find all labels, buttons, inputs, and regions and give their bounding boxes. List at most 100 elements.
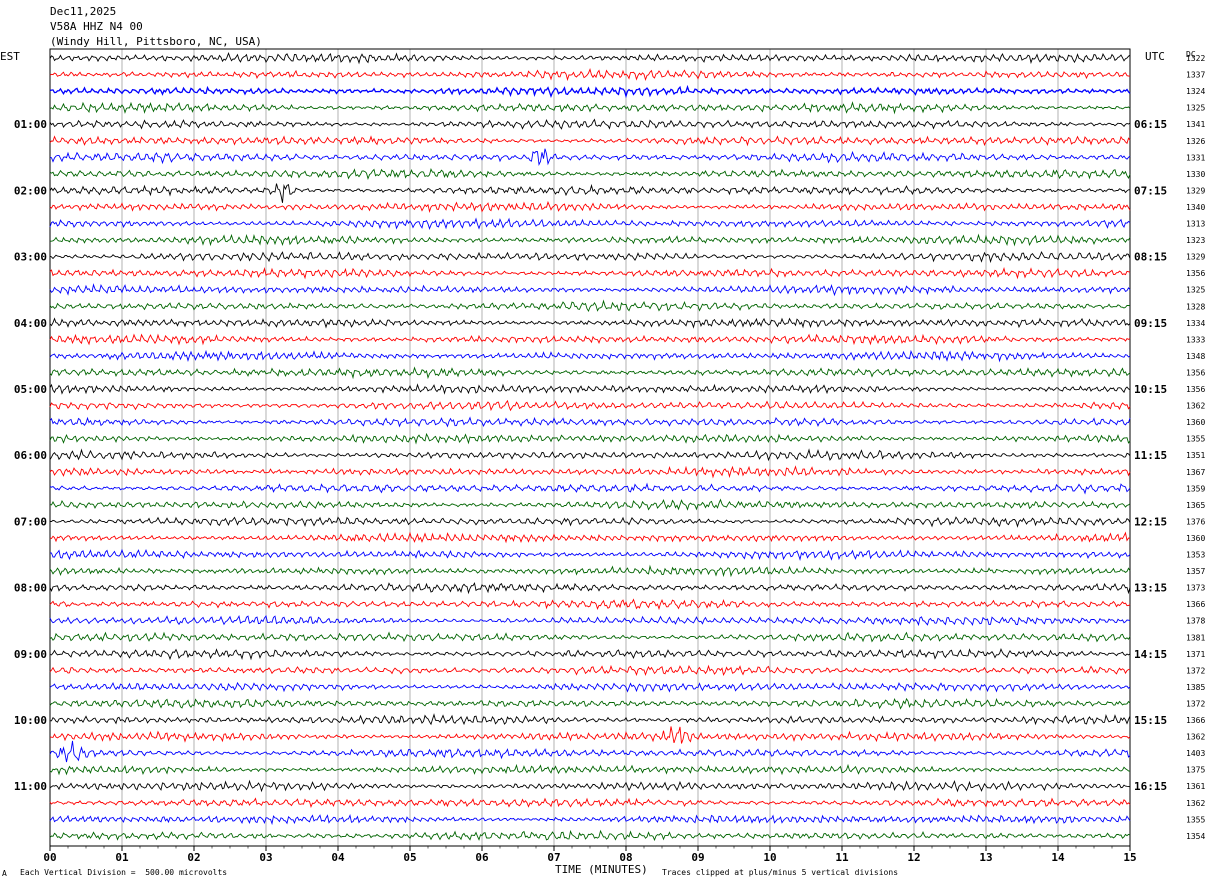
left-hour-label: 04:00 — [14, 317, 47, 330]
seismic-trace — [49, 366, 1131, 380]
left-hour-label: 05:00 — [14, 383, 47, 396]
dc-offset-label: 1373 — [1186, 584, 1205, 593]
dc-offset-label: 1362 — [1186, 799, 1205, 808]
seismic-trace — [49, 631, 1131, 643]
dc-offset-label: 1328 — [1186, 302, 1205, 311]
seismic-trace — [49, 383, 1131, 395]
right-hour-label: 06:15 — [1134, 118, 1167, 131]
left-hour-label: 08:00 — [14, 582, 47, 595]
seismic-trace — [49, 67, 1131, 82]
x-tick-label: 15 — [1123, 851, 1136, 864]
dc-offset-label: 1366 — [1186, 716, 1205, 725]
dc-offset-label: 1330 — [1186, 170, 1205, 179]
dc-offset-label: 1331 — [1186, 153, 1205, 162]
seismic-trace — [49, 317, 1131, 329]
seismic-trace — [50, 233, 1131, 247]
dc-offset-label: 1356 — [1186, 368, 1205, 377]
dc-offset-label: 1372 — [1186, 666, 1205, 675]
x-tick-label: 03 — [259, 851, 272, 864]
left-hour-label: 01:00 — [14, 118, 47, 131]
right-hour-label: 08:15 — [1134, 251, 1167, 264]
dc-offset-label: 1337 — [1186, 71, 1205, 80]
dc-offset-label: 1367 — [1186, 468, 1205, 477]
seismic-trace — [49, 84, 1131, 99]
dc-offset-label: 1353 — [1186, 551, 1205, 560]
x-tick-label: 10 — [763, 851, 776, 864]
dc-header: DC — [1186, 50, 1196, 59]
x-tick-label: 01 — [115, 851, 129, 864]
x-tick-label: 06 — [475, 851, 489, 864]
x-axis-title: TIME (MINUTES) — [555, 863, 648, 876]
left-hour-label: 02:00 — [14, 184, 47, 197]
dc-offset-label: 1334 — [1186, 319, 1205, 328]
dc-offset-label: 1324 — [1186, 87, 1205, 96]
seismic-trace — [50, 516, 1131, 528]
dc-offset-label: 1356 — [1186, 385, 1205, 394]
seismic-trace — [49, 101, 1131, 115]
clip-note: Traces clipped at plus/minus 5 vertical … — [662, 868, 899, 877]
right-hour-label: 13:15 — [1134, 582, 1167, 595]
dc-offset-label: 1313 — [1186, 220, 1205, 229]
right-hour-label: 09:15 — [1134, 317, 1167, 330]
dc-offset-label: 1323 — [1186, 236, 1205, 245]
dc-offset-label: 1357 — [1186, 567, 1205, 576]
x-tick-label: 08 — [619, 851, 632, 864]
dc-offset-label: 1385 — [1186, 683, 1205, 692]
dc-offset-label: 1325 — [1186, 286, 1205, 295]
left-hour-label: 11:00 — [14, 780, 47, 793]
seismic-trace — [49, 135, 1131, 147]
seismic-trace — [49, 564, 1131, 578]
right-hour-label: 12:15 — [1134, 515, 1167, 528]
left-hour-label: 03:00 — [14, 251, 47, 264]
left-hour-label: 09:00 — [14, 648, 47, 661]
seismic-trace — [49, 448, 1131, 462]
seismic-trace — [49, 333, 1131, 346]
dc-offset-label: 1355 — [1186, 435, 1205, 444]
seismic-trace — [49, 465, 1131, 479]
left-hour-label: 10:00 — [14, 714, 47, 727]
dc-offset-label: 1348 — [1186, 352, 1205, 361]
x-tick-label: 14 — [1051, 851, 1065, 864]
seismic-trace — [49, 416, 1131, 428]
seismic-trace — [49, 829, 1131, 842]
x-tick-label: 02 — [187, 851, 200, 864]
x-tick-label: 13 — [979, 851, 992, 864]
dc-offset-label: 1378 — [1186, 617, 1205, 626]
dc-offset-label: 1360 — [1186, 534, 1205, 543]
dc-offset-label: 1359 — [1186, 484, 1205, 493]
seismic-trace — [49, 763, 1131, 776]
seismic-trace — [49, 217, 1131, 230]
right-hour-label: 15:15 — [1134, 714, 1167, 727]
seismic-trace — [49, 797, 1131, 809]
station-location: (Windy Hill, Pittsboro, NC, USA) — [50, 35, 262, 48]
seismic-trace — [49, 118, 1131, 130]
seismic-trace — [49, 266, 1131, 280]
dc-offset-label: 1354 — [1186, 832, 1205, 841]
dc-offset-label: 1372 — [1186, 699, 1205, 708]
seismic-trace — [49, 697, 1131, 710]
seismic-trace — [49, 548, 1131, 562]
dc-offset-label: 1322 — [1186, 54, 1205, 63]
x-tick-label: 12 — [907, 851, 920, 864]
seismic-trace — [49, 283, 1131, 297]
left-hour-label: 06:00 — [14, 449, 47, 462]
seismic-trace — [49, 52, 1131, 65]
dc-offset-label: 1325 — [1186, 104, 1205, 113]
dc-offset-label: 1333 — [1186, 335, 1205, 344]
x-tick-label: 05 — [403, 851, 416, 864]
right-hour-label: 10:15 — [1134, 383, 1167, 396]
dc-offset-label: 1340 — [1186, 203, 1205, 212]
dc-offset-label: 1366 — [1186, 600, 1205, 609]
seismic-trace — [49, 681, 1131, 693]
seismic-trace — [49, 581, 1131, 595]
station-id: V58A HHZ N4 00 — [50, 20, 143, 33]
seismic-trace — [49, 399, 1131, 412]
x-tick-label: 00 — [43, 851, 56, 864]
right-hour-label: 07:15 — [1134, 184, 1167, 197]
plot-frame — [49, 48, 1131, 847]
dc-offset-label: 1355 — [1186, 815, 1205, 824]
seismic-trace — [50, 713, 1131, 726]
dc-offset-label: 1329 — [1186, 253, 1205, 262]
right-hour-label: 11:15 — [1134, 449, 1167, 462]
dc-offset-label: 1371 — [1186, 650, 1205, 659]
